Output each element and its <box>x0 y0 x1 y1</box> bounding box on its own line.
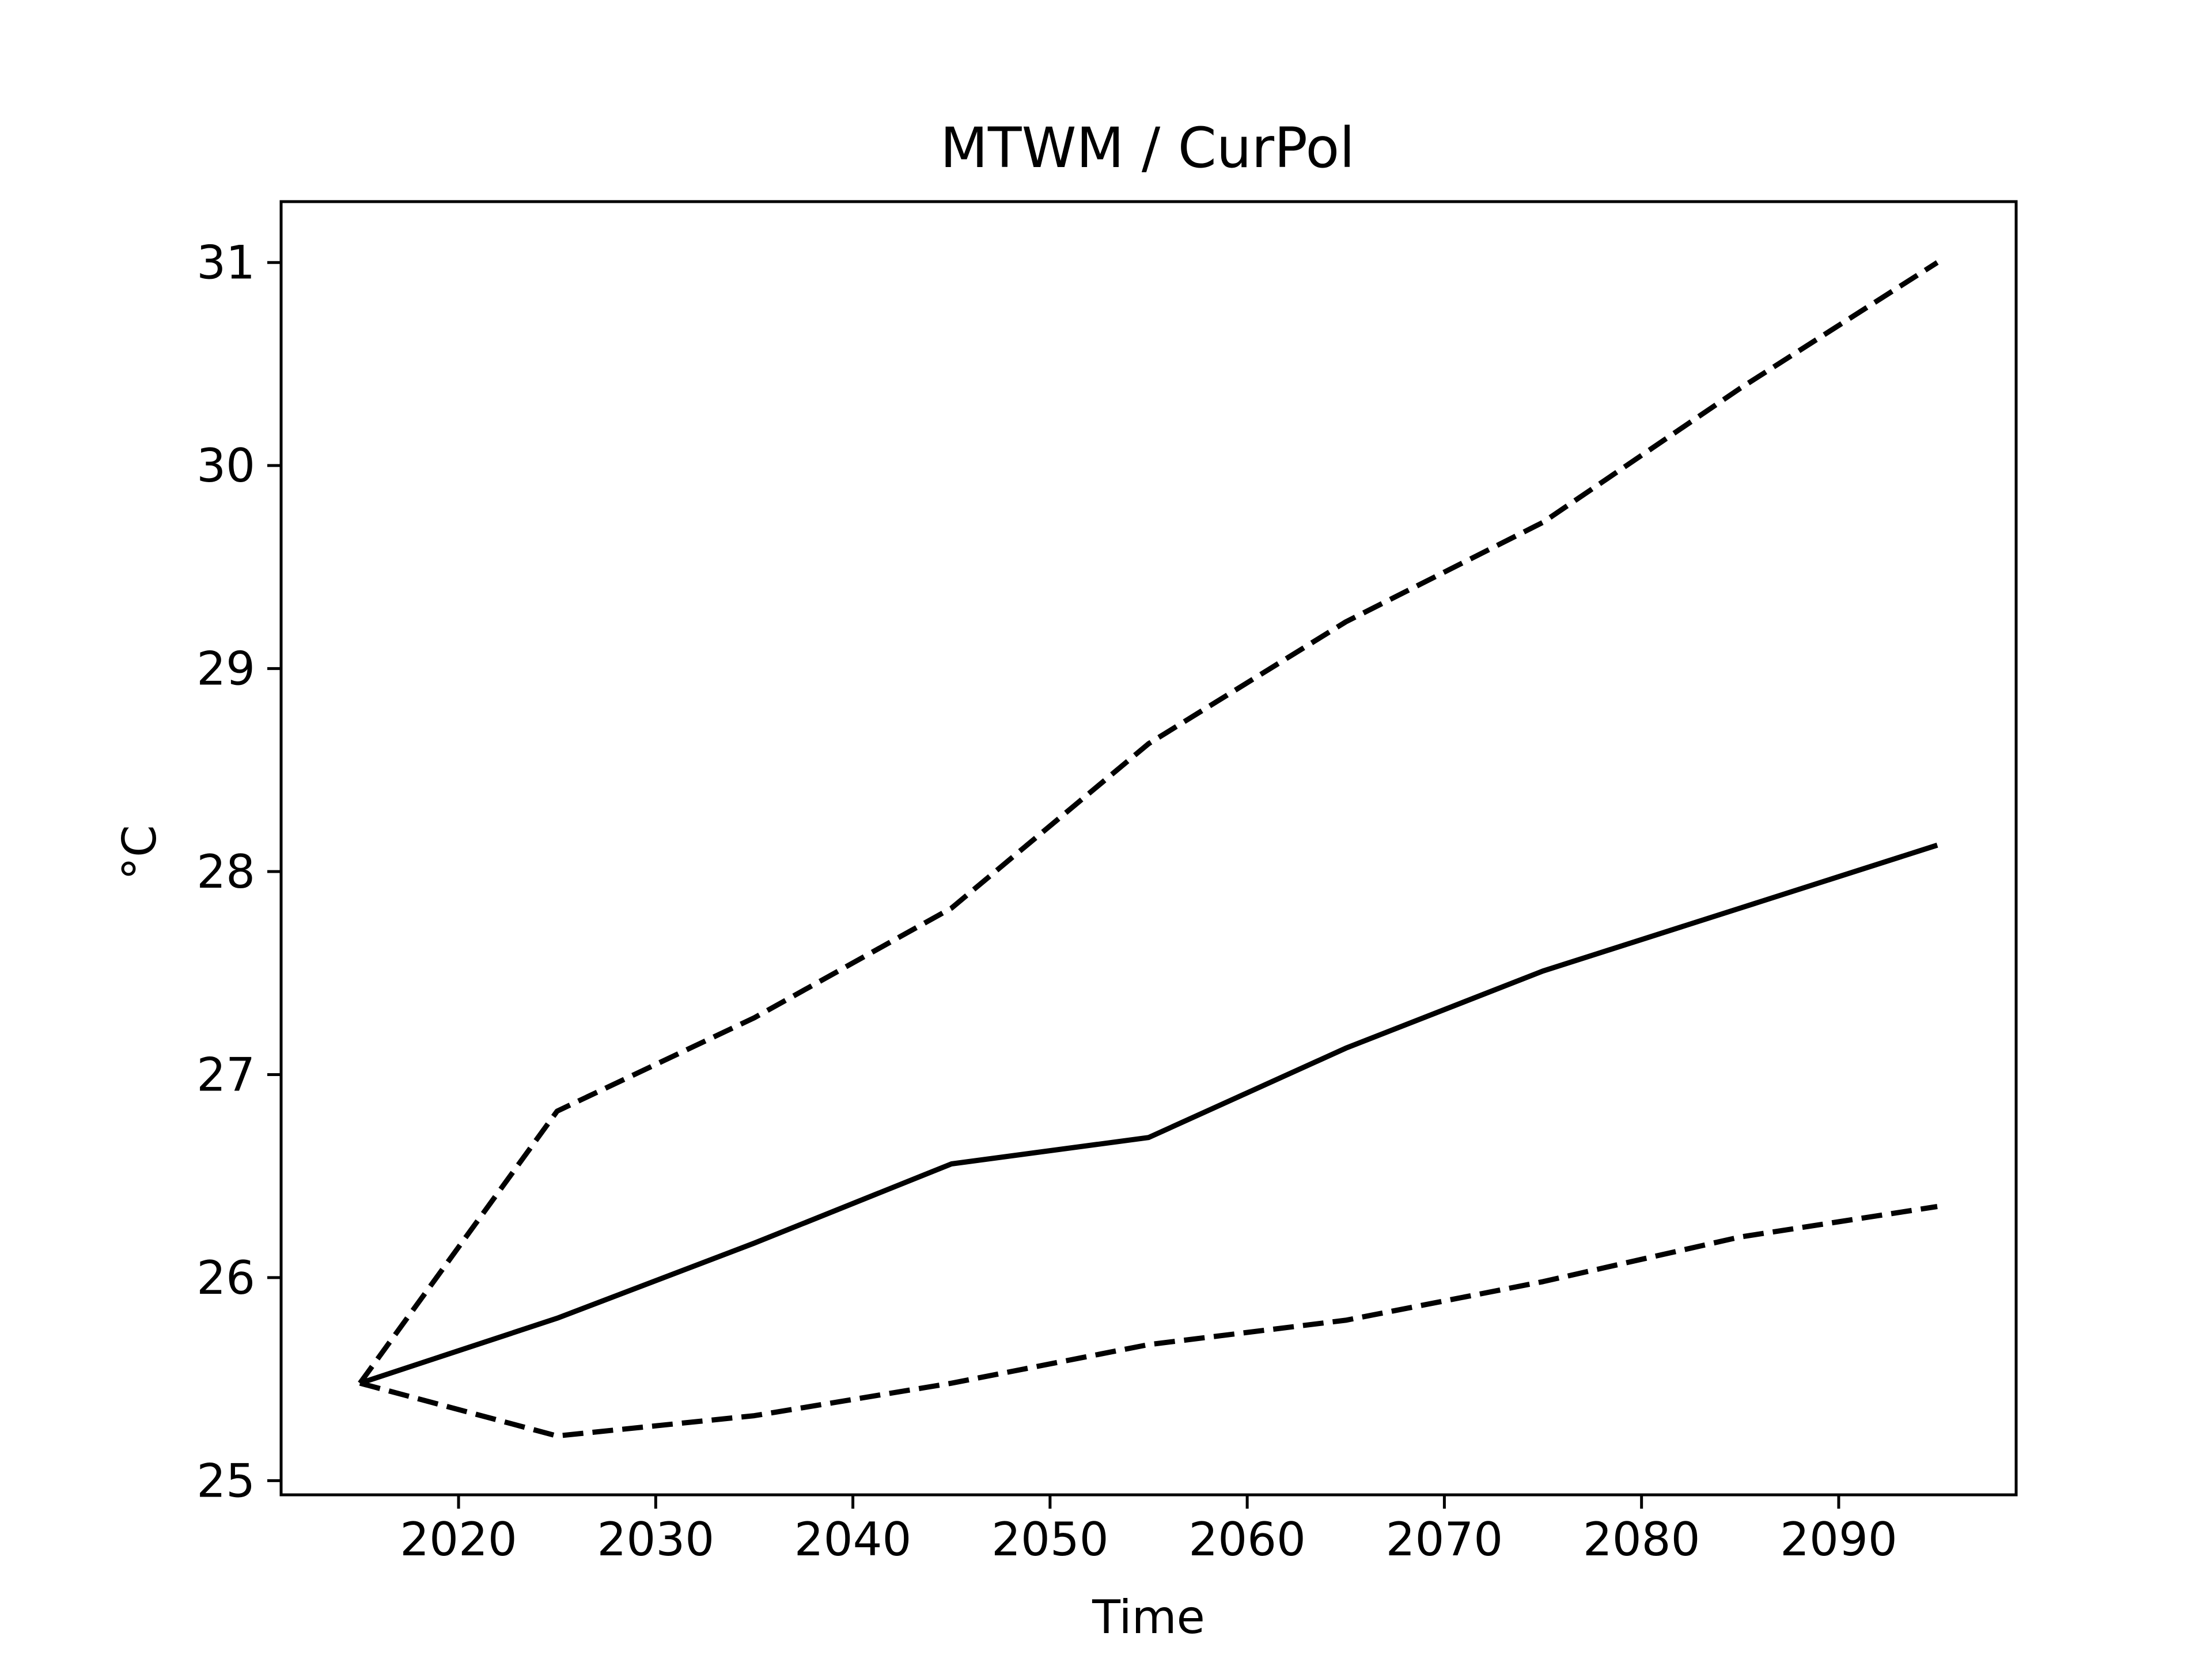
x-tick-label: 2030 <box>597 1513 715 1566</box>
y-axis-label: °C <box>113 825 166 880</box>
y-tick-label: 30 <box>196 439 255 493</box>
axis-ticks: 2020 2030 2040 2050 2060 2070 2080 2090 25 26 27 28… <box>196 236 1897 1566</box>
x-tick-label: 2090 <box>1780 1513 1897 1566</box>
series-line-1 <box>358 260 1939 1385</box>
y-tick-label: 29 <box>196 642 255 696</box>
plot-area <box>358 260 1939 1439</box>
y-tick-label: 31 <box>196 236 255 290</box>
x-tick-label: 2070 <box>1386 1513 1503 1566</box>
y-tick-label: 26 <box>196 1251 255 1305</box>
chart-title: MTWM / CurPol <box>940 116 1355 180</box>
series-line-2 <box>359 842 1938 1386</box>
x-axis-label: Time <box>1092 1590 1205 1644</box>
axes-frame <box>279 200 2018 1497</box>
x-tick-label: 2050 <box>991 1513 1109 1566</box>
x-tick-label: 2080 <box>1583 1513 1700 1566</box>
x-tick-label: 2040 <box>794 1513 912 1566</box>
y-tick-label: 25 <box>196 1454 255 1508</box>
series-line-3 <box>359 1204 1938 1439</box>
y-tick-label: 28 <box>196 845 255 899</box>
y-tick-label: 27 <box>196 1048 255 1101</box>
x-tick-label: 2060 <box>1188 1513 1306 1566</box>
x-tick-label: 2020 <box>400 1513 517 1566</box>
